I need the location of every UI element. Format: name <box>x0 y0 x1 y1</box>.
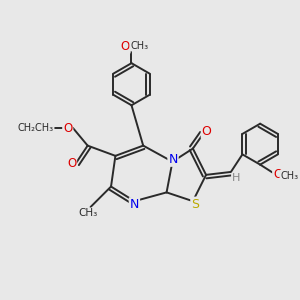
Text: CH₃: CH₃ <box>280 171 298 181</box>
Text: O: O <box>202 125 212 138</box>
Text: H: H <box>232 173 240 183</box>
Text: O: O <box>63 122 72 135</box>
Text: CH₃: CH₃ <box>79 208 98 218</box>
Text: N: N <box>168 153 178 166</box>
Text: O: O <box>273 168 282 182</box>
Text: N: N <box>130 198 139 211</box>
Text: CH₂CH₃: CH₂CH₃ <box>17 123 54 133</box>
Text: CH₃: CH₃ <box>130 40 148 51</box>
Text: O: O <box>67 157 76 170</box>
Text: S: S <box>191 198 199 211</box>
Text: O: O <box>120 40 130 53</box>
